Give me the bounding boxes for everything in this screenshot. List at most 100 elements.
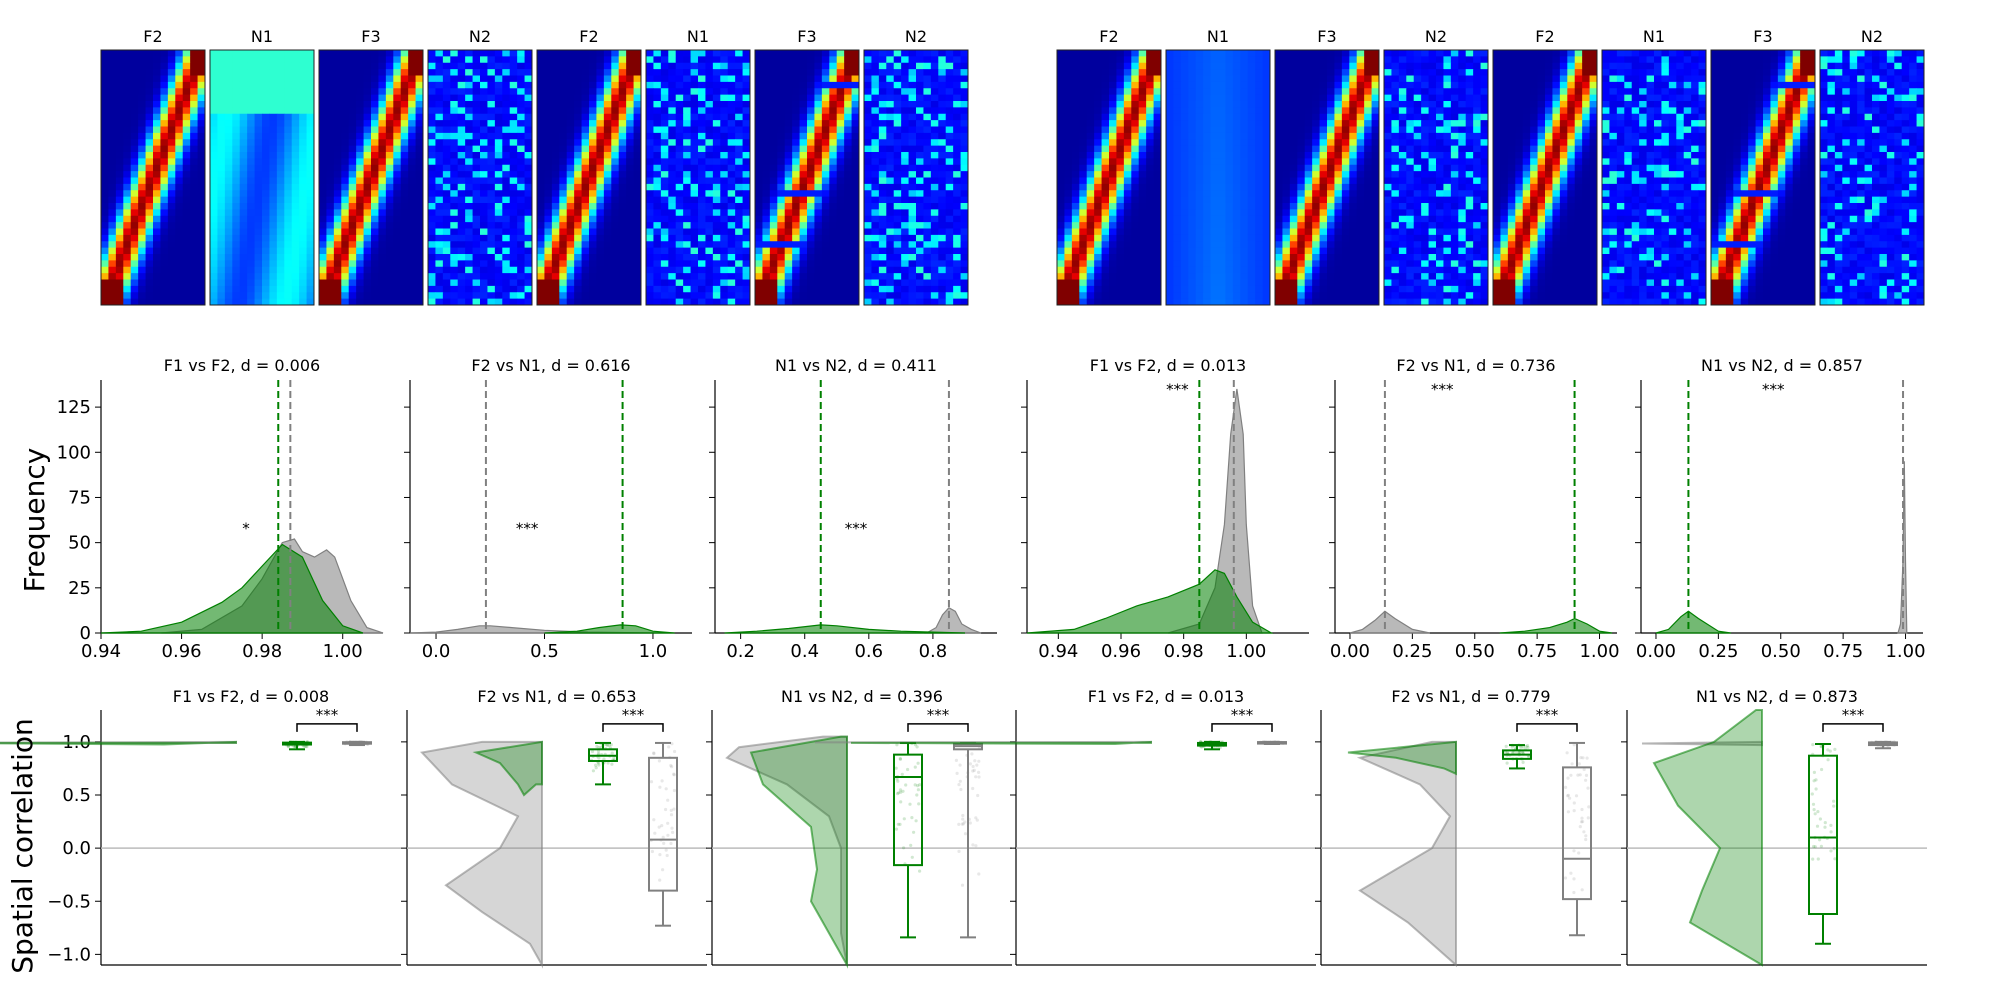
heatmap-cell	[777, 183, 786, 191]
heatmap-cell	[494, 215, 503, 223]
heatmap-cell	[807, 279, 815, 287]
heatmap-cell	[291, 88, 300, 96]
heatmap-cell	[901, 88, 909, 96]
heatmap-cell	[1086, 234, 1095, 242]
heatmap-cell	[480, 88, 488, 96]
heatmap-cell	[175, 203, 184, 210]
heatmap-cell	[792, 69, 800, 76]
heatmap-cell	[262, 56, 270, 64]
heatmap-cell	[217, 196, 226, 204]
heatmap-cell	[930, 266, 939, 274]
heatmap-cell	[160, 298, 169, 306]
heatmap-cell	[814, 222, 823, 229]
heatmap-cell	[626, 177, 634, 185]
heatmap-cell	[465, 132, 473, 140]
heatmap-cell	[626, 113, 634, 121]
heatmap-cell	[145, 62, 154, 70]
heatmap-cell	[1086, 266, 1095, 274]
heatmap-cell	[799, 260, 808, 268]
heatmap-cell	[262, 234, 270, 242]
heatmap-cell	[938, 88, 947, 96]
heatmap-frame	[100, 49, 206, 306]
heatmap-cell	[356, 69, 364, 76]
heatmap-cell	[626, 152, 634, 159]
heatmap-cell	[653, 292, 662, 300]
heatmap-cell	[378, 88, 387, 96]
heatmap-cell	[871, 183, 880, 191]
heatmap-cell	[291, 75, 300, 83]
heatmap-cell	[574, 241, 582, 249]
heatmap-cell	[1064, 209, 1073, 217]
heatmap-cell	[596, 101, 605, 108]
heatmap-cell	[712, 234, 721, 242]
heatmap-cell	[886, 126, 895, 134]
heatmap-n2	[427, 49, 533, 306]
heatmap-cell	[378, 107, 387, 115]
heatmap-cell	[494, 126, 503, 134]
heatmap-cell	[1079, 190, 1088, 198]
heatmap-cell	[618, 177, 627, 185]
heatmap-cell	[792, 145, 800, 153]
heatmap-cell	[167, 88, 176, 96]
heatmap-cell	[611, 69, 620, 76]
heatmap-cell	[893, 260, 902, 268]
heatmap-cell	[916, 126, 924, 134]
heatmap-cell	[807, 209, 815, 217]
heatmap-cell	[777, 101, 786, 108]
heatmap-cell	[269, 260, 278, 268]
heatmap-cell	[509, 126, 518, 134]
heatmap-cell	[742, 56, 751, 64]
heatmap-cell	[428, 222, 436, 229]
heatmap-cell	[153, 222, 161, 229]
heatmap-cell	[101, 196, 109, 204]
heatmap-cell	[224, 158, 233, 166]
heatmap-cell	[735, 145, 743, 153]
heatmap-cell	[705, 183, 714, 191]
heatmap-cell	[755, 222, 763, 229]
heatmap-cell	[480, 222, 488, 229]
heatmap-cell	[319, 164, 327, 172]
heatmap-cell	[480, 190, 488, 198]
heatmap-cell	[197, 56, 206, 64]
heatmap-cell	[435, 279, 444, 287]
heatmap-cell	[792, 158, 800, 166]
heatmap-cell	[844, 298, 852, 306]
heatmap-cell	[836, 120, 845, 127]
heatmap-cell	[254, 139, 263, 147]
heatmap-cell	[611, 88, 620, 96]
heatmap-cell	[784, 285, 793, 293]
heatmap-cell	[675, 81, 684, 89]
heatmap-cell	[762, 94, 771, 102]
heatmap-cell	[326, 171, 335, 178]
heatmap-cell	[660, 126, 669, 134]
heatmap-cell	[916, 152, 924, 159]
heatmap-cell	[442, 101, 451, 108]
heatmap-cell	[566, 190, 575, 198]
heatmap-cell	[618, 158, 627, 166]
heatmap-cell	[276, 203, 285, 210]
heatmap-cell	[1116, 145, 1125, 153]
heatmap-cell	[197, 88, 206, 96]
heatmap-cell	[1064, 132, 1073, 140]
heatmap-cell	[755, 183, 763, 191]
heatmap-cell	[371, 196, 379, 204]
heatmap-cell	[916, 81, 924, 89]
heatmap-cell	[1131, 113, 1140, 121]
heatmap-cell	[224, 285, 233, 293]
heatmap-cell	[908, 228, 917, 236]
heatmap-cell	[1123, 69, 1132, 76]
heatmap-cell	[494, 177, 503, 185]
heatmap-cell	[945, 228, 954, 236]
heatmap-cell	[660, 209, 669, 217]
heatmap-cell	[101, 228, 109, 236]
heatmap-cell	[415, 171, 424, 178]
heatmap-cell	[123, 126, 132, 134]
heatmap-cell	[646, 158, 654, 166]
heatmap-cell	[544, 75, 553, 83]
heatmap-cell	[566, 215, 575, 223]
heatmap-cell	[130, 145, 139, 153]
heatmap-cell	[901, 139, 909, 147]
heatmap-cell	[115, 152, 124, 159]
heatmap-cell	[727, 279, 736, 287]
heatmap-cell	[1138, 107, 1147, 115]
